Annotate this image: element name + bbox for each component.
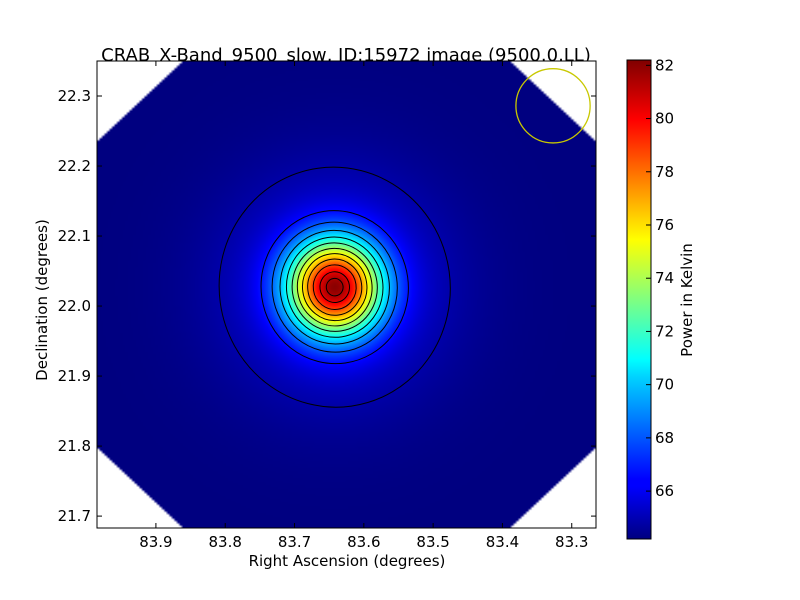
- y-tick-label: 22.1: [58, 227, 91, 245]
- colorbar-tick-label: 78: [655, 163, 674, 181]
- contour-line: [307, 258, 363, 316]
- y-tick-label: 22.3: [58, 87, 91, 105]
- colorbar-tick-label: 68: [655, 429, 674, 447]
- colorbar-tick-label: 74: [655, 269, 674, 287]
- contour-line: [271, 221, 398, 353]
- plot-frame: [96, 60, 597, 529]
- colorbar-tick-label: 80: [655, 110, 674, 128]
- x-tick-label: 83.3: [555, 533, 588, 551]
- y-tick-label: 22.0: [58, 297, 91, 315]
- colorbar-tick-label: 66: [655, 482, 674, 500]
- colorbar-axis: 66 68 70 72 74 76 78 80 82: [646, 56, 674, 500]
- contour-line: [312, 264, 357, 310]
- x-axis-label: Right Ascension (degrees): [249, 552, 446, 570]
- colorbar-tick-label: 70: [655, 376, 674, 394]
- contour-line: [285, 236, 384, 338]
- contour-line: [301, 253, 368, 322]
- colorbar-label: Power in Kelvin: [678, 243, 696, 357]
- x-tick-label: 83.9: [139, 533, 172, 551]
- y-tick-label: 22.2: [58, 157, 91, 175]
- contour-line: [325, 277, 344, 297]
- x-tick-label: 83.5: [416, 533, 449, 551]
- y-tick-label: 21.8: [58, 437, 91, 455]
- contour-line: [279, 229, 390, 345]
- plot-area: [97, 61, 596, 528]
- y-axis-label: Declination (degrees): [33, 219, 51, 381]
- intensity-image: [97, 61, 596, 528]
- colorbar: [626, 59, 652, 540]
- y-tick-label: 21.7: [58, 507, 91, 525]
- contour-line: [218, 166, 451, 408]
- x-tick-label: 83.4: [486, 533, 519, 551]
- x-tick-label: 83.6: [347, 533, 380, 551]
- contour-line: [319, 271, 351, 304]
- y-axis: 21.7 21.8 21.9 22.0 22.1 22.2 22.3: [58, 87, 596, 525]
- x-axis: 83.9 83.8 83.7 83.6 83.5 83.4 83.3: [139, 61, 588, 551]
- colorbar-tick-label: 72: [655, 322, 674, 340]
- beam-circle: [515, 68, 591, 144]
- contour-line: [291, 242, 378, 332]
- contour-line: [296, 247, 373, 327]
- contour-line: [260, 210, 409, 365]
- y-tick-label: 21.9: [58, 367, 91, 385]
- colorbar-tick-label: 76: [655, 216, 674, 234]
- x-tick-label: 83.7: [278, 533, 311, 551]
- colorbar-tick-label: 82: [655, 56, 674, 74]
- x-tick-label: 83.8: [209, 533, 242, 551]
